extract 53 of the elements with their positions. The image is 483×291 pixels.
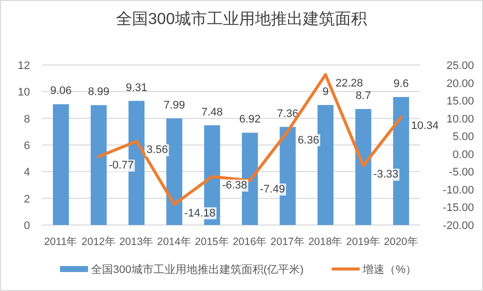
y-tick-label: 6 bbox=[24, 140, 30, 152]
data-label: -7.49 bbox=[260, 184, 285, 196]
data-label: 6.36 bbox=[298, 134, 320, 146]
legend-label: 增速（%） bbox=[362, 263, 416, 276]
data-label: 7.48 bbox=[201, 106, 223, 118]
y2-tick-label: 5.00 bbox=[452, 131, 474, 144]
x-tick-label: 2018年 bbox=[308, 236, 343, 248]
y-tick-label: 10 bbox=[18, 86, 30, 99]
data-label: 9 bbox=[322, 86, 329, 98]
y2-tick-label: 0.00 bbox=[452, 148, 474, 161]
data-label: -3.33 bbox=[373, 168, 398, 181]
y-tick-label: 8 bbox=[24, 113, 30, 126]
bar bbox=[355, 109, 372, 225]
data-label: -6.38 bbox=[222, 180, 248, 192]
bar bbox=[318, 105, 334, 225]
data-label: 9.06 bbox=[50, 85, 72, 98]
x-tick-label: 2020年 bbox=[384, 236, 418, 248]
data-label: 8.99 bbox=[88, 86, 110, 98]
x-tick-label: 2017年 bbox=[270, 236, 305, 248]
x-tick-label: 2013年 bbox=[119, 236, 154, 248]
data-label: 9.31 bbox=[126, 82, 148, 94]
x-tick-label: 2014年 bbox=[157, 236, 192, 248]
data-label: 7.99 bbox=[164, 99, 186, 112]
data-label: -14.18 bbox=[184, 207, 216, 220]
x-tick-label: 2012年 bbox=[82, 236, 116, 248]
data-label: 8.7 bbox=[356, 90, 371, 102]
y2-tick-label: 15.00 bbox=[446, 96, 474, 108]
y2-tick-label: -10.00 bbox=[442, 184, 474, 196]
y-tick-label: 2 bbox=[24, 193, 30, 206]
y2-tick-label: -15.00 bbox=[442, 202, 474, 214]
chart-title: 全国300城市工业用地推出建筑面积 bbox=[116, 10, 367, 28]
y2-tick-label: -5.00 bbox=[448, 166, 474, 179]
data-label: 3.56 bbox=[146, 144, 168, 156]
bar bbox=[52, 104, 69, 225]
y2-tick-label: 10.00 bbox=[446, 113, 474, 126]
bar bbox=[166, 118, 182, 225]
data-label: -0.77 bbox=[108, 160, 134, 172]
x-tick-label: 2011年 bbox=[44, 236, 78, 248]
data-label: 6.92 bbox=[239, 114, 261, 126]
y-tick-label: 0 bbox=[24, 220, 30, 232]
legend-label: 全国300城市工业用地推出建筑面积(亿平米) bbox=[91, 263, 304, 276]
y2-tick-label: 25.00 bbox=[446, 60, 474, 72]
data-label: 22.28 bbox=[336, 78, 364, 90]
y-tick-label: 12 bbox=[18, 60, 30, 72]
data-label: 10.34 bbox=[411, 120, 439, 132]
y-tick-label: 4 bbox=[24, 166, 30, 179]
y2-tick-label: -20.00 bbox=[442, 220, 474, 232]
data-label: 9.6 bbox=[393, 78, 409, 90]
x-tick-label: 2016年 bbox=[232, 236, 268, 248]
y2-tick-label: 20.00 bbox=[446, 78, 474, 90]
x-tick-label: 2019年 bbox=[346, 236, 380, 248]
x-tick-label: 2015年 bbox=[194, 236, 230, 248]
bar bbox=[90, 105, 107, 225]
